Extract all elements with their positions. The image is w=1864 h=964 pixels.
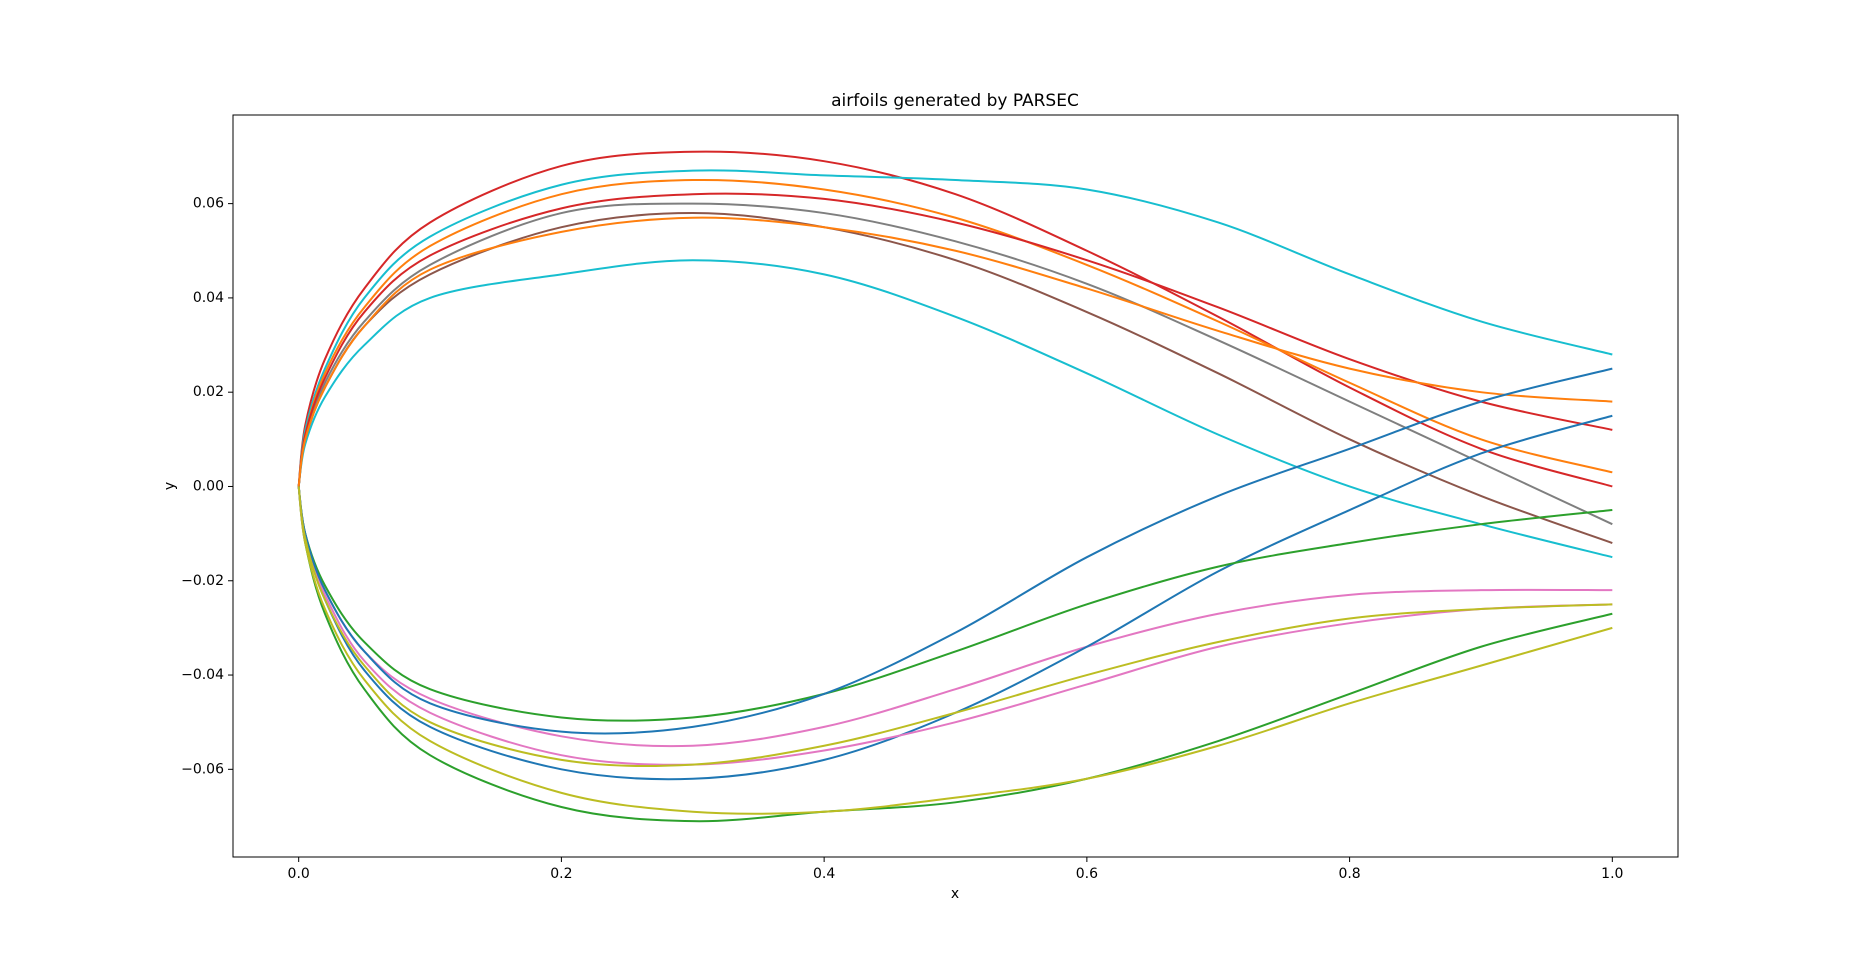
x-tick-label: 0.0 [288, 866, 310, 882]
plot-frame [232, 114, 1679, 858]
y-tick-label: 0.06 [193, 196, 224, 212]
airfoil-line [297, 486, 1613, 766]
y-tick-label: 0.04 [193, 290, 224, 306]
airfoil-line [297, 486, 1613, 815]
chart-title: airfoils generated by PARSEC [831, 91, 1079, 111]
airfoil-line [297, 178, 1613, 487]
airfoil-line [297, 169, 1613, 487]
x-tick-label: 0.2 [550, 866, 572, 882]
airfoil-line [297, 202, 1613, 526]
airfoil-line [297, 486, 1613, 768]
airfoil-line [297, 216, 1613, 487]
x-tick-label: 0.8 [1338, 866, 1360, 882]
y-axis-label: y [162, 482, 178, 490]
airfoil-line [297, 367, 1613, 735]
y-tick-label: 0.02 [193, 384, 224, 400]
airfoil-line [297, 486, 1613, 722]
airfoil-line [297, 212, 1613, 544]
y-tick-label: 0.00 [193, 478, 224, 494]
y-tick-label: −0.02 [181, 573, 224, 589]
airfoil-line [297, 192, 1613, 487]
x-tick-label: 0.6 [1076, 866, 1098, 882]
airfoil-line [297, 150, 1613, 488]
y-tick-label: −0.04 [181, 667, 224, 683]
airfoil-line [297, 259, 1613, 559]
x-axis-label: x [951, 886, 959, 902]
y-tick-label: −0.06 [181, 761, 224, 777]
x-tick-label: 0.4 [813, 866, 835, 882]
airfoil-line [297, 414, 1613, 781]
x-tick-label: 1.0 [1601, 866, 1623, 882]
